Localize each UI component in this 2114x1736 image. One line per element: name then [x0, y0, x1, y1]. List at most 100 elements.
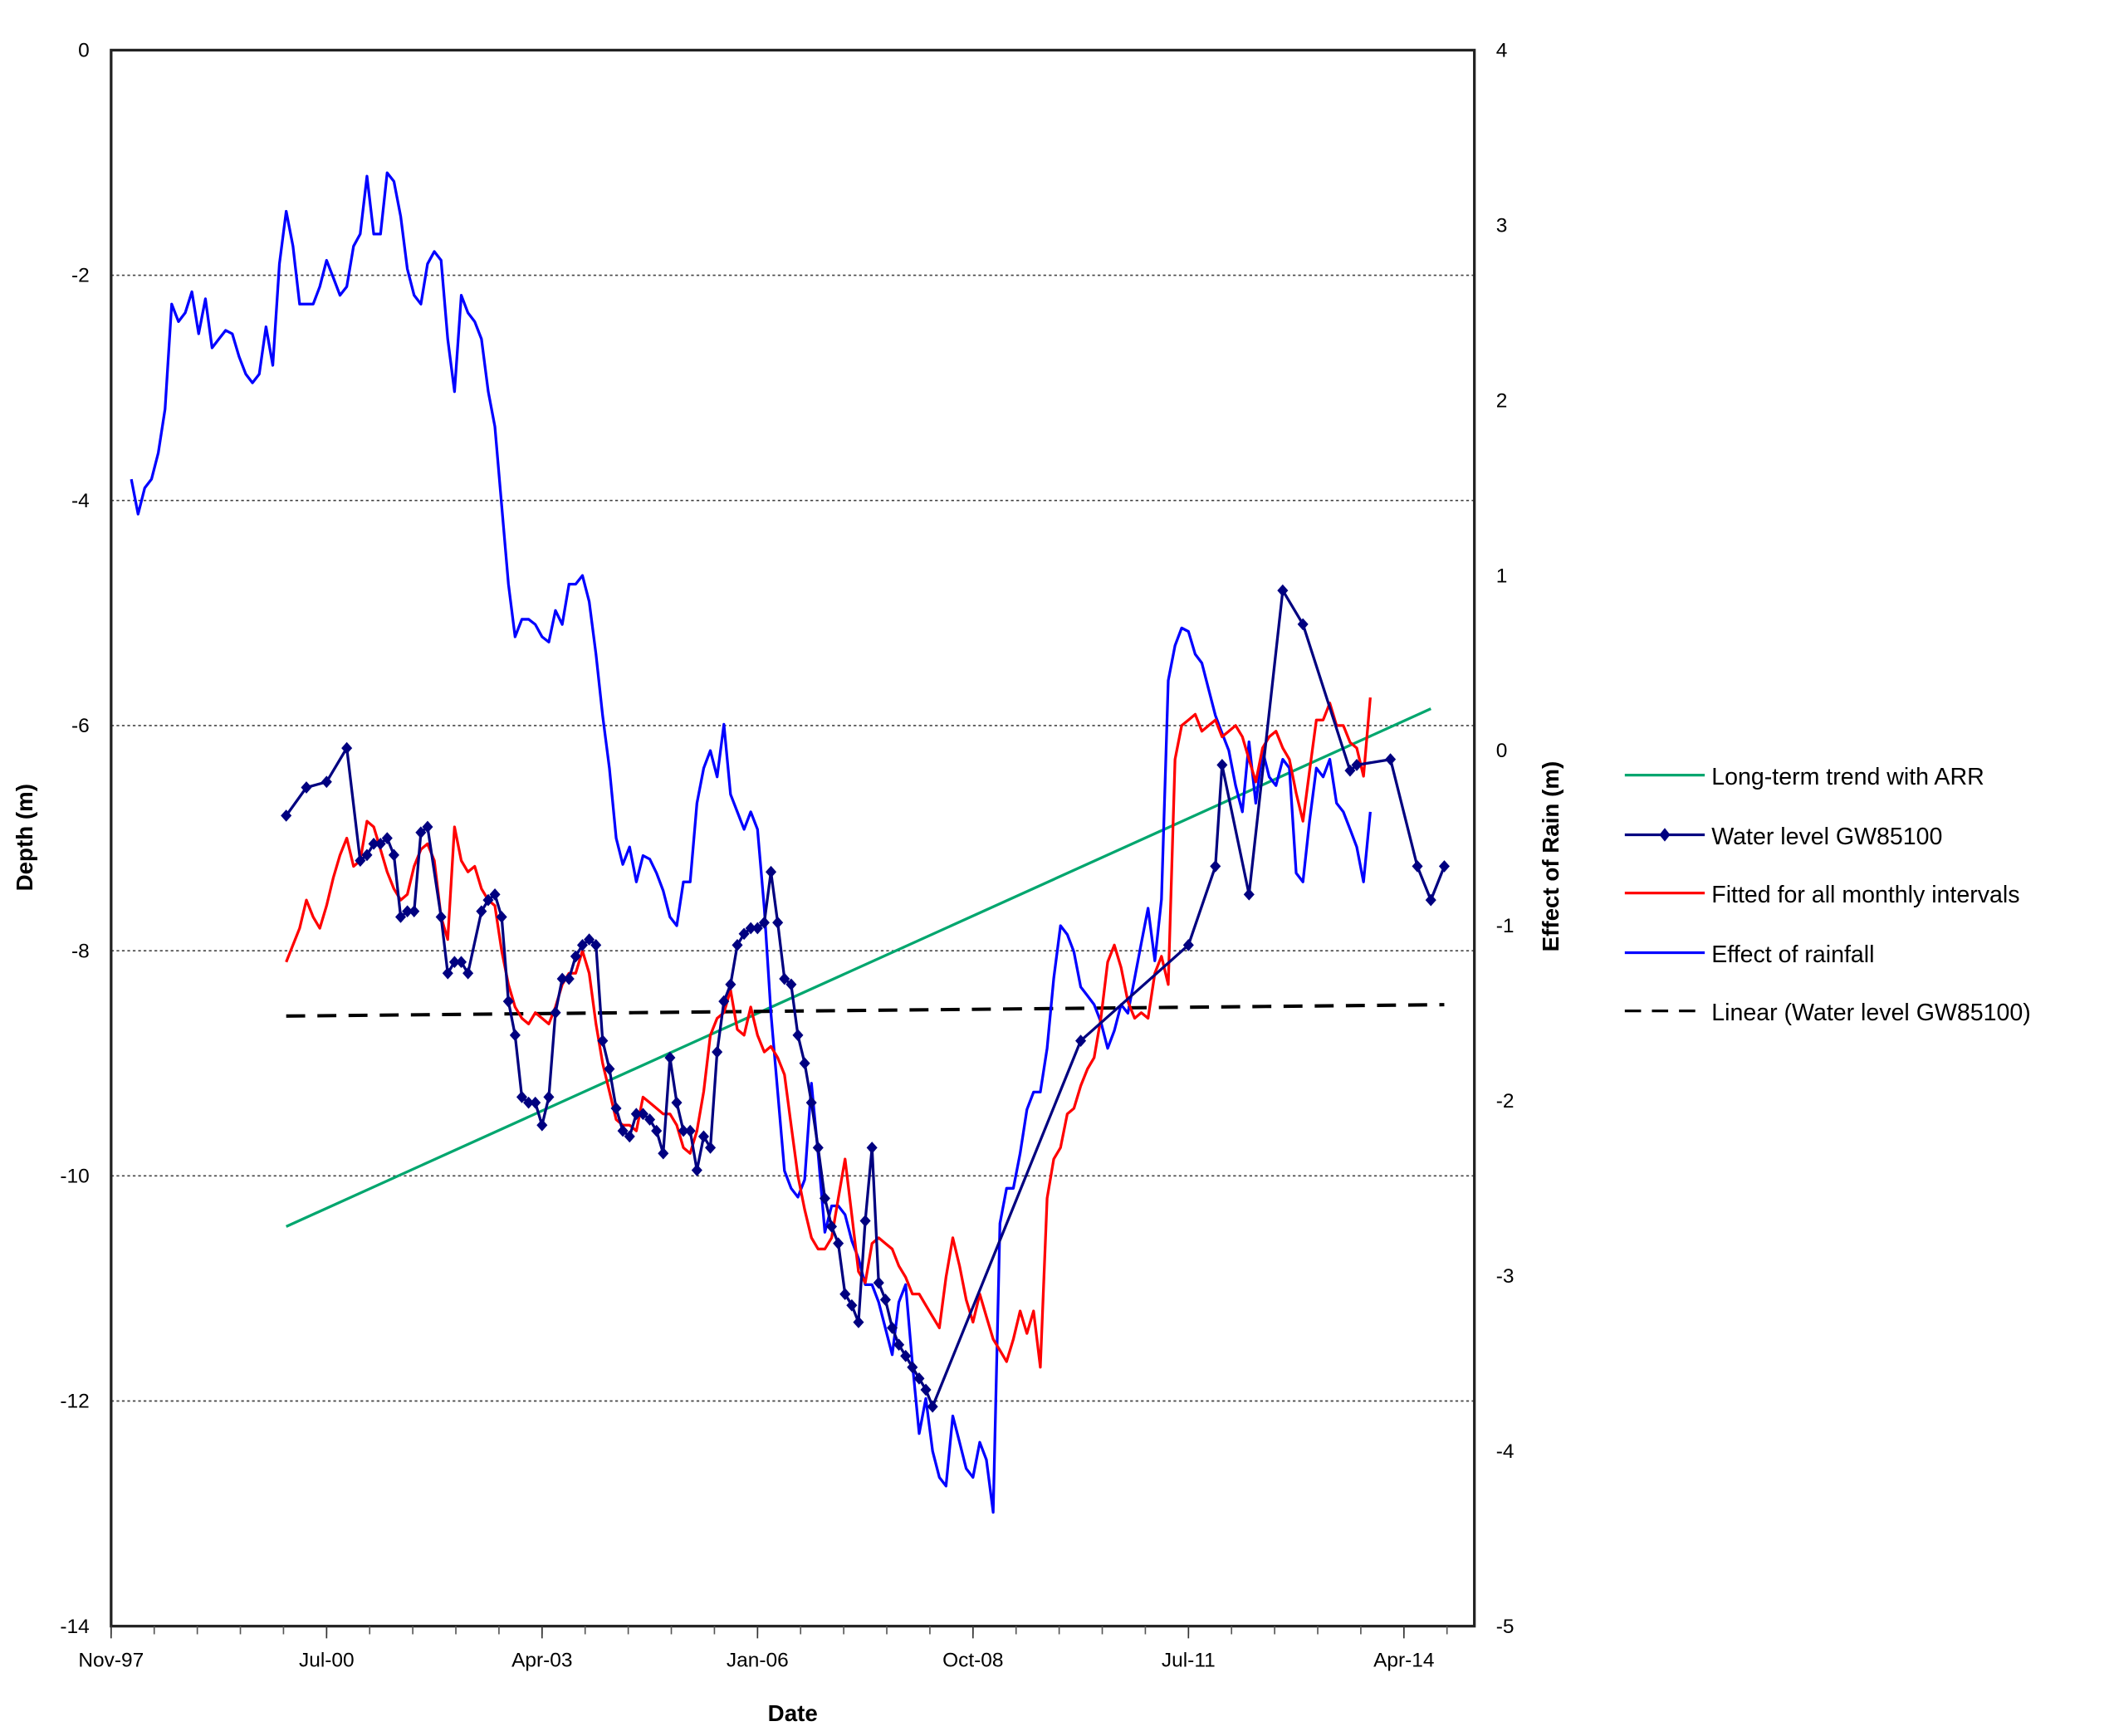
diamond-marker-icon	[489, 888, 501, 901]
diamond-marker-icon	[846, 1298, 858, 1312]
y-left-tick-label: -4	[71, 490, 90, 512]
diamond-marker-icon	[927, 1400, 938, 1413]
y-right-tick-label: 1	[1496, 565, 1508, 587]
x-tick-label: Nov-97	[78, 1650, 144, 1672]
diamond-marker-icon	[866, 1142, 878, 1154]
diamond-marker-icon	[907, 1361, 918, 1374]
legend-item-fitted: Fitted for all monthly intervals	[1624, 882, 2020, 908]
diamond-marker-icon	[381, 832, 393, 844]
x-tick-label: Jan-06	[727, 1650, 789, 1672]
y-axis-left-title: Depth (m)	[12, 784, 37, 891]
diamond-marker-icon	[678, 1124, 689, 1137]
x-axis-title: Date	[768, 1700, 818, 1726]
diamond-marker-icon	[833, 1237, 844, 1250]
series-fitted-for-all-monthly-intervals	[285, 697, 1372, 1369]
legend: Long-term trend with ARR Water level GW8…	[1624, 764, 2031, 1026]
diamond-marker-icon	[886, 1322, 898, 1334]
diamond-marker-icon	[705, 1142, 717, 1154]
y-right-tick-label: -2	[1496, 1090, 1515, 1113]
x-tick-label: Apr-03	[511, 1650, 572, 1672]
diamond-marker-icon	[920, 1383, 932, 1396]
diamond-marker-icon	[725, 978, 736, 991]
y-right-tick-label: -1	[1496, 915, 1515, 937]
legend-label: Effect of rainfall	[1711, 941, 1874, 968]
diamond-marker-icon	[355, 854, 366, 868]
diamond-marker-icon	[530, 1096, 541, 1109]
diamond-marker-icon	[341, 741, 353, 755]
y-left-tick-label: 0	[78, 40, 90, 62]
diamond-marker-icon	[745, 922, 756, 935]
diamond-marker-icon	[496, 911, 507, 923]
diamond-marker-icon	[442, 966, 453, 980]
series-linear-water-level-gw85100	[286, 1003, 1445, 1018]
y-right-tick-label: -4	[1496, 1440, 1515, 1463]
diamond-marker-icon	[448, 956, 460, 969]
diamond-marker-icon	[651, 1124, 663, 1137]
diamond-marker-icon	[805, 1096, 817, 1109]
y-right-tick-label: -3	[1496, 1265, 1515, 1288]
y-axis-right-title: Effect of Rain (m)	[1538, 761, 1563, 952]
y-right-tick-label: 0	[1496, 740, 1508, 762]
series-effect-of-rainfall	[130, 171, 1372, 1514]
diamond-marker-icon	[839, 1288, 851, 1301]
x-tick-label: Jul-11	[1162, 1650, 1216, 1672]
plot-frame	[110, 48, 1476, 1628]
y-right-tick-label: 4	[1496, 40, 1508, 62]
diamond-marker-icon	[435, 911, 447, 923]
legend-label: Water level GW85100	[1711, 824, 1942, 850]
x-tick-label: Oct-08	[942, 1650, 1003, 1672]
legend-label: Fitted for all monthly intervals	[1711, 882, 2019, 908]
diamond-marker-icon	[516, 1091, 528, 1103]
diamond-marker-icon	[799, 1057, 810, 1070]
diamond-marker-icon	[462, 966, 474, 980]
y-left-tick-label: -2	[71, 265, 90, 287]
diamond-marker-icon	[374, 837, 386, 850]
diamond-marker-icon	[785, 978, 797, 991]
y-left-tick-label: -8	[71, 940, 90, 962]
y-right-tick-label: -5	[1496, 1616, 1515, 1638]
diamond-marker-icon	[482, 893, 494, 907]
diamond-marker-icon	[812, 1142, 824, 1154]
diamond-marker-icon	[455, 956, 467, 969]
x-tick-label: Jul-00	[299, 1650, 355, 1672]
y-right-tick-label: 3	[1496, 214, 1508, 237]
diamond-marker-icon	[1659, 828, 1671, 842]
diamond-marker-icon	[637, 1108, 648, 1121]
diamond-marker-icon	[394, 911, 407, 923]
diamond-marker-icon	[1344, 764, 1356, 777]
y-left-tick-label: -6	[71, 715, 90, 737]
diamond-marker-icon	[630, 1108, 642, 1121]
y-left-tick-label: -10	[60, 1165, 89, 1187]
diamond-marker-icon	[691, 1164, 702, 1176]
diamond-marker-icon	[1351, 759, 1363, 771]
diamond-marker-icon	[523, 1096, 535, 1109]
diamond-marker-icon	[671, 1096, 683, 1109]
series-layer	[130, 171, 1450, 1514]
y-right-tick-label: 2	[1496, 389, 1508, 412]
diamond-marker-icon	[422, 820, 433, 834]
x-tick-label: Apr-14	[1373, 1650, 1434, 1672]
diamond-marker-icon	[738, 927, 750, 941]
y-axis-right-ticks: 4 3 2 1 0 -1 -2 -3 -4 -5	[1496, 40, 1515, 1638]
legend-item-long-term-trend: Long-term trend with ARR	[1624, 764, 1984, 790]
diamond-marker-icon	[1075, 1034, 1087, 1047]
legend-item-effect-of-rainfall: Effect of rainfall	[1624, 941, 1875, 968]
diamond-marker-icon	[658, 1147, 669, 1160]
series-long-term-trend-with-arr	[286, 707, 1431, 1228]
diamond-marker-icon	[368, 837, 379, 850]
y-left-tick-label: -14	[60, 1616, 89, 1638]
diamond-marker-icon	[543, 1091, 555, 1103]
diamond-marker-icon	[1277, 584, 1289, 597]
diamond-marker-icon	[697, 1130, 709, 1143]
diamond-marker-icon	[617, 1124, 629, 1137]
y-axis-left-ticks: 0 -2 -4 -6 -8 -10 -12 -14	[60, 40, 89, 1638]
legend-item-water-level: Water level GW85100	[1624, 824, 1942, 850]
y-left-tick-label: -12	[60, 1391, 89, 1413]
diamond-marker-icon	[825, 1220, 838, 1233]
diamond-marker-icon	[879, 1293, 891, 1306]
diamond-marker-icon	[684, 1124, 696, 1137]
legend-label: Linear (Water level GW85100)	[1711, 1000, 2030, 1026]
diamond-marker-icon	[624, 1130, 635, 1143]
